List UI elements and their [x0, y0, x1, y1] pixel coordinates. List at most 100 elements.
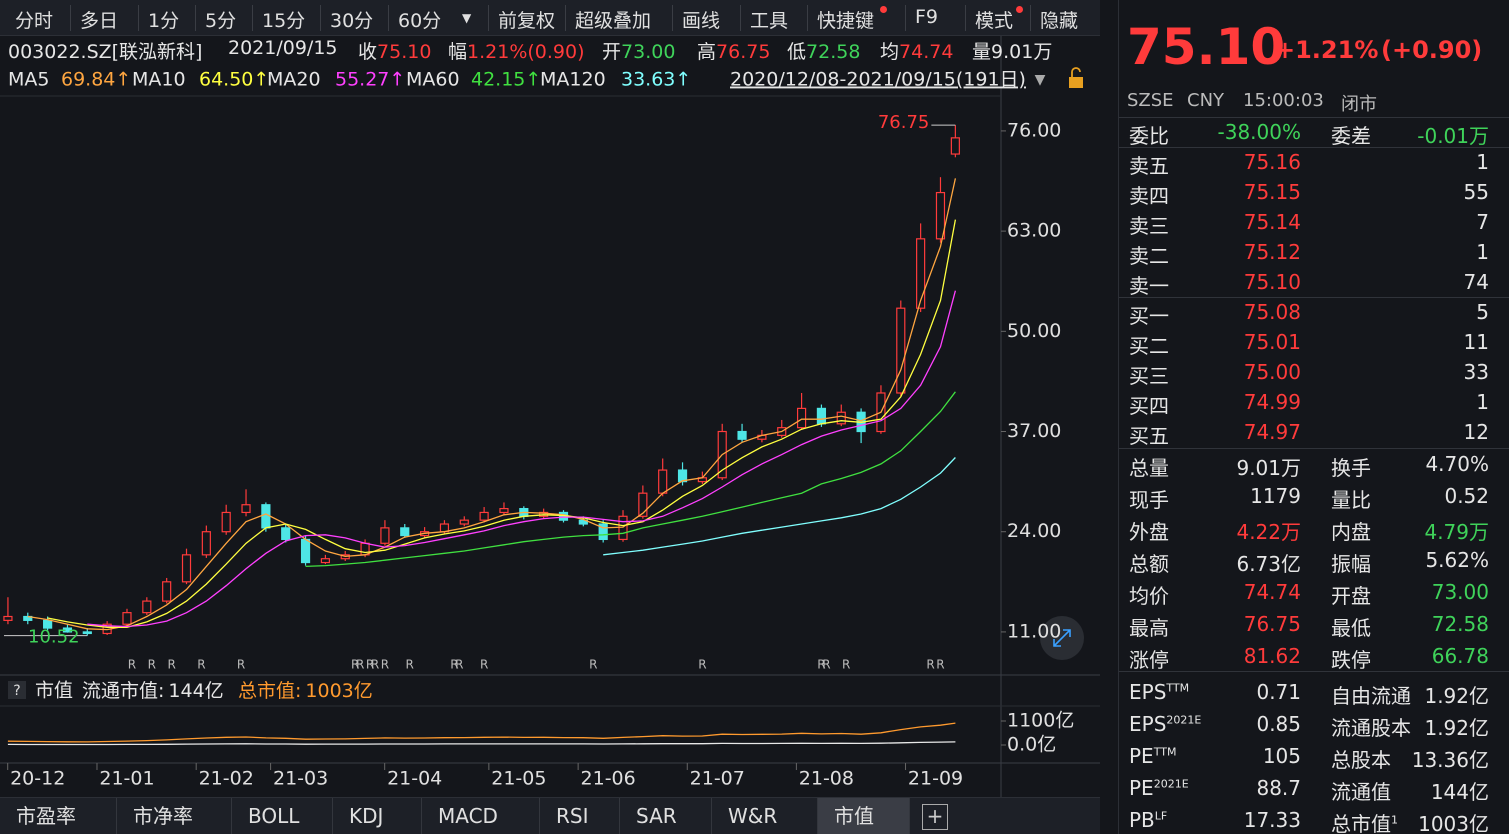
- toolbar-dropdown[interactable]: ▼: [462, 11, 472, 25]
- book-label: 买四: [1129, 394, 1169, 418]
- annotation-label: 76.75: [878, 112, 930, 133]
- candle-body: [241, 504, 251, 514]
- stat-value: 144亿: [1430, 780, 1489, 804]
- stat-label: 换手: [1331, 456, 1371, 480]
- event-marker: R: [148, 658, 156, 672]
- info-label: 均: [880, 41, 900, 63]
- toolbar-separator: [138, 5, 139, 31]
- y-tick-label: 50.00: [1007, 320, 1061, 342]
- indicator-tab[interactable]: SAR: [620, 798, 712, 834]
- toolbar-button[interactable]: 模式: [975, 10, 1014, 32]
- candle-body: [618, 515, 628, 541]
- market-info: 15:00:03: [1243, 90, 1324, 111]
- indicator-tab[interactable]: BOLL: [232, 798, 333, 834]
- toolbar-separator: [388, 5, 389, 31]
- range-label[interactable]: 2020/12/08-2021/09/15(191日): [730, 69, 1026, 91]
- info-value: 72.58: [806, 41, 861, 63]
- legend-value: 42.15↑: [471, 69, 541, 91]
- stat-value: 66.78: [1431, 644, 1489, 668]
- dropdown-icon[interactable]: ▼: [1035, 72, 1046, 88]
- x-tick-label: 21-04: [387, 768, 442, 790]
- candle-body: [201, 531, 211, 556]
- x-tick-label: 21-07: [690, 768, 745, 790]
- toolbar-button[interactable]: 多日: [80, 10, 119, 32]
- event-marker: R: [589, 658, 597, 672]
- stat-value: 72.58: [1431, 612, 1489, 636]
- kline-chart: » ? ▼ MA569.84↑MA1064.50↑MA2055.27↑MA604…: [0, 36, 1100, 797]
- toolbar-button[interactable]: 60分: [398, 10, 442, 32]
- legend-name: MA20: [267, 69, 321, 91]
- indicator-tab[interactable]: 市净率: [117, 798, 232, 834]
- book-price: 74.99: [1243, 390, 1301, 414]
- event-marker: R: [371, 658, 379, 672]
- toolbar-button[interactable]: F9: [915, 6, 939, 28]
- stat-value: -38.00%: [1217, 120, 1301, 144]
- candle-body: [479, 511, 489, 521]
- event-marker: R: [450, 658, 458, 672]
- toolbar-button[interactable]: 5分: [205, 10, 237, 32]
- info-value: 1.21%(0.90): [467, 41, 585, 63]
- toolbar-button[interactable]: 隐藏: [1040, 10, 1079, 32]
- event-marker: R: [926, 658, 934, 672]
- indicator-tab[interactable]: 市盈率: [0, 798, 117, 834]
- add-tab[interactable]: +: [922, 804, 948, 830]
- toolbar-button[interactable]: 1分: [148, 10, 180, 32]
- candle-body: [122, 612, 132, 625]
- toolbar-button[interactable]: 快捷键: [817, 10, 875, 32]
- indicator-tab[interactable]: MACD: [422, 798, 540, 834]
- toolbar-button[interactable]: 画线: [682, 10, 721, 32]
- help-glyph[interactable]: ?: [13, 683, 20, 699]
- stat-label-sup: TTM: [1153, 745, 1177, 759]
- book-price: 75.01: [1243, 330, 1301, 354]
- book-price: 75.14: [1243, 210, 1301, 234]
- toolbar-button[interactable]: 超级叠加: [575, 10, 652, 32]
- toolbar-separator: [807, 5, 808, 31]
- indicator-tab[interactable]: 市值: [818, 798, 910, 834]
- toolbar-button[interactable]: 30分: [330, 10, 374, 32]
- lock-icon[interactable]: [1069, 77, 1083, 88]
- x-tick-label: 21-03: [273, 768, 328, 790]
- toolbar-button[interactable]: 工具: [750, 10, 789, 32]
- toolbar-button[interactable]: 15分: [262, 10, 306, 32]
- indicator-tab[interactable]: RSI: [540, 798, 620, 834]
- event-marker: R: [366, 658, 374, 672]
- event-marker: R: [356, 658, 364, 672]
- x-tick-label: 20-12: [10, 768, 65, 790]
- stat-value: 73.00: [1431, 580, 1489, 604]
- stat-label: 总市值1: [1331, 812, 1398, 834]
- market-info: 闭市: [1341, 94, 1377, 115]
- info-item: 均74.74: [880, 37, 953, 64]
- legend-value: 64.50↑: [199, 69, 269, 91]
- info-item: 高76.75: [697, 37, 770, 64]
- zoom-icon[interactable]: [1053, 629, 1071, 647]
- event-marker: R: [936, 658, 944, 672]
- book-volume: 7: [1476, 210, 1489, 234]
- x-tick-label: 21-08: [799, 768, 854, 790]
- candle-body: [598, 523, 608, 541]
- legend-value: 33.63↑: [621, 69, 691, 91]
- indicator-tab[interactable]: W&R: [712, 798, 818, 834]
- toolbar-separator: [965, 5, 966, 31]
- candle-body: [796, 407, 807, 429]
- help-icon[interactable]: [8, 681, 26, 699]
- candle-body: [261, 504, 271, 529]
- toolbar-button[interactable]: 前复权: [498, 10, 556, 32]
- book-label: 买五: [1129, 424, 1169, 448]
- candle-body: [950, 137, 960, 155]
- book-volume: 12: [1463, 420, 1489, 444]
- info-value: 74.74: [899, 41, 954, 63]
- chart-background: [0, 36, 1100, 797]
- stat-label-sup: 1: [1391, 813, 1398, 827]
- toolbar-separator: [905, 5, 906, 31]
- toolbar-button[interactable]: 分时: [15, 10, 54, 32]
- candle-body: [816, 407, 827, 425]
- candle-body: [181, 554, 192, 583]
- book-label: 卖二: [1129, 244, 1169, 268]
- event-marker: R: [455, 658, 463, 672]
- market-info: SZSE: [1127, 90, 1174, 111]
- candle-body: [23, 615, 33, 621]
- toolbar-separator: [252, 5, 253, 31]
- indicator-tab[interactable]: KDJ: [333, 798, 422, 834]
- y-tick-label: 11.00: [1007, 620, 1061, 642]
- x-tick-label: 21-01: [99, 768, 154, 790]
